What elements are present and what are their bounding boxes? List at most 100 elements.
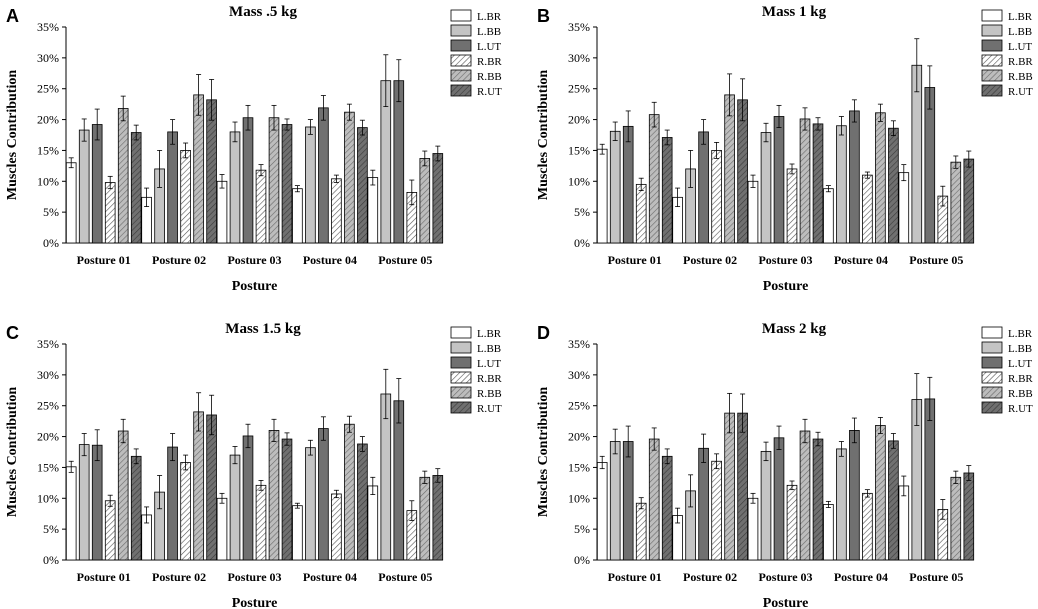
bar-r-ut bbox=[206, 99, 217, 244]
bar-r-ut bbox=[281, 124, 293, 244]
bar-r-ut bbox=[661, 455, 673, 561]
bar-r-ut bbox=[963, 158, 975, 244]
legend-swatch bbox=[981, 341, 1003, 354]
legend-swatch bbox=[450, 39, 472, 52]
legend-swatch bbox=[981, 401, 1003, 414]
legend-label: R.UT bbox=[477, 403, 502, 415]
y-axis-label: Muscles Contribution bbox=[5, 70, 20, 201]
category-group bbox=[216, 104, 293, 244]
bar-l-ut bbox=[622, 125, 634, 244]
bar-r-ut bbox=[432, 475, 444, 561]
x-tick-label: Posture 02 bbox=[683, 253, 737, 267]
chart-panel-d: D Mass 2 kg 0% 5% 10% 15% 20% 25% 30% 35% Muscles … bbox=[536, 321, 1033, 609]
legend-label: L.BR bbox=[477, 11, 502, 23]
category-group bbox=[823, 99, 899, 244]
bar-r-bb bbox=[344, 423, 355, 561]
y-tick-label: 10% bbox=[568, 491, 590, 505]
x-axis-label: Posture bbox=[763, 279, 809, 294]
bar-l-br bbox=[65, 162, 77, 244]
bar-r-bb bbox=[117, 430, 129, 561]
y-tick-label: 25% bbox=[568, 399, 590, 413]
bar-r-bb bbox=[799, 118, 811, 244]
legend-label: R.UT bbox=[1008, 403, 1033, 415]
x-tick-label: Posture 05 bbox=[378, 570, 432, 584]
x-tick-label: Posture 03 bbox=[758, 570, 812, 584]
y-tick-label: 5% bbox=[574, 205, 590, 219]
y-tick-label: 10% bbox=[37, 174, 59, 188]
bar-l-bb bbox=[229, 131, 241, 244]
x-tick-label: Posture 03 bbox=[227, 253, 281, 267]
legend-swatch bbox=[981, 84, 1003, 97]
x-tick-label: Posture 05 bbox=[909, 253, 963, 267]
bar-r-br bbox=[180, 462, 191, 561]
bar-r-ut bbox=[812, 438, 824, 561]
x-tick-label: Posture 04 bbox=[303, 570, 357, 584]
legend-swatch bbox=[450, 386, 472, 399]
x-tick-label: Posture 03 bbox=[758, 253, 812, 267]
bar-l-ut bbox=[924, 87, 936, 244]
y-tick-label: 25% bbox=[568, 82, 590, 96]
bar-l-bb bbox=[609, 441, 621, 561]
x-tick-label: Posture 05 bbox=[378, 253, 432, 267]
legend-label: L.BR bbox=[1008, 328, 1033, 340]
legend-swatch bbox=[450, 54, 472, 67]
bar-l-bb bbox=[78, 129, 90, 244]
bar-l-ut bbox=[91, 124, 103, 244]
legend-swatch bbox=[450, 371, 472, 384]
y-tick-label: 25% bbox=[37, 399, 59, 413]
legend-swatch bbox=[981, 54, 1003, 67]
bar-l-br bbox=[367, 177, 379, 244]
bar-l-ut bbox=[924, 398, 936, 561]
x-tick-label: Posture 01 bbox=[608, 570, 662, 584]
bar-r-bb bbox=[875, 112, 886, 244]
category-group bbox=[367, 54, 444, 244]
legend-swatch bbox=[450, 69, 472, 82]
bar-r-ut bbox=[888, 127, 899, 244]
bar-l-ut bbox=[318, 107, 329, 244]
y-tick-label: 10% bbox=[568, 174, 590, 188]
bar-r-ut bbox=[357, 127, 368, 244]
bar-l-ut bbox=[698, 131, 709, 244]
y-tick-label: 25% bbox=[37, 82, 59, 96]
y-tick-label: 0% bbox=[43, 553, 59, 567]
x-tick-label: Posture 01 bbox=[608, 253, 662, 267]
y-axis-label: Muscles Contribution bbox=[536, 70, 551, 201]
category-group bbox=[141, 74, 217, 244]
legend-swatch bbox=[450, 326, 472, 339]
bar-r-ut bbox=[737, 99, 748, 244]
legend-label: R.BB bbox=[1008, 388, 1033, 400]
legend-label: R.UT bbox=[1008, 86, 1033, 98]
bar-r-bb bbox=[875, 425, 886, 561]
bar-r-bb bbox=[648, 438, 660, 561]
bar-r-ut bbox=[130, 455, 142, 561]
x-tick-label: Posture 01 bbox=[77, 253, 131, 267]
bar-r-bb bbox=[799, 430, 811, 561]
y-tick-label: 15% bbox=[37, 460, 59, 474]
x-tick-label: Posture 02 bbox=[152, 570, 206, 584]
legend-swatch bbox=[981, 24, 1003, 37]
bar-r-bb bbox=[724, 412, 735, 561]
legend-swatch bbox=[981, 356, 1003, 369]
y-tick-label: 15% bbox=[568, 143, 590, 157]
bar-r-br bbox=[104, 500, 116, 561]
legend-swatch bbox=[450, 24, 472, 37]
legend-label: R.BB bbox=[477, 71, 502, 83]
category-group bbox=[823, 417, 899, 561]
bar-r-bb bbox=[193, 411, 204, 561]
bar-r-br bbox=[635, 183, 647, 244]
legend-label: L.BB bbox=[477, 343, 501, 355]
legend-label: R.BR bbox=[1008, 373, 1033, 385]
bar-r-br bbox=[255, 169, 267, 244]
legend-swatch bbox=[981, 386, 1003, 399]
legend: L.BR L.BB L.UT R.BR R.BB R.UT bbox=[981, 326, 1033, 415]
bar-l-br bbox=[65, 466, 77, 561]
legend: L.BR L.BB L.UT R.BR R.BB R.UT bbox=[450, 326, 502, 415]
chart-title: Mass .5 kg bbox=[229, 4, 297, 20]
bar-r-ut bbox=[888, 440, 899, 561]
bar-l-br bbox=[823, 188, 834, 244]
bar-r-bb bbox=[419, 476, 431, 561]
y-tick-label: 15% bbox=[568, 460, 590, 474]
bar-l-ut bbox=[849, 110, 860, 244]
legend-swatch bbox=[981, 326, 1003, 339]
bar-r-ut bbox=[432, 153, 444, 244]
